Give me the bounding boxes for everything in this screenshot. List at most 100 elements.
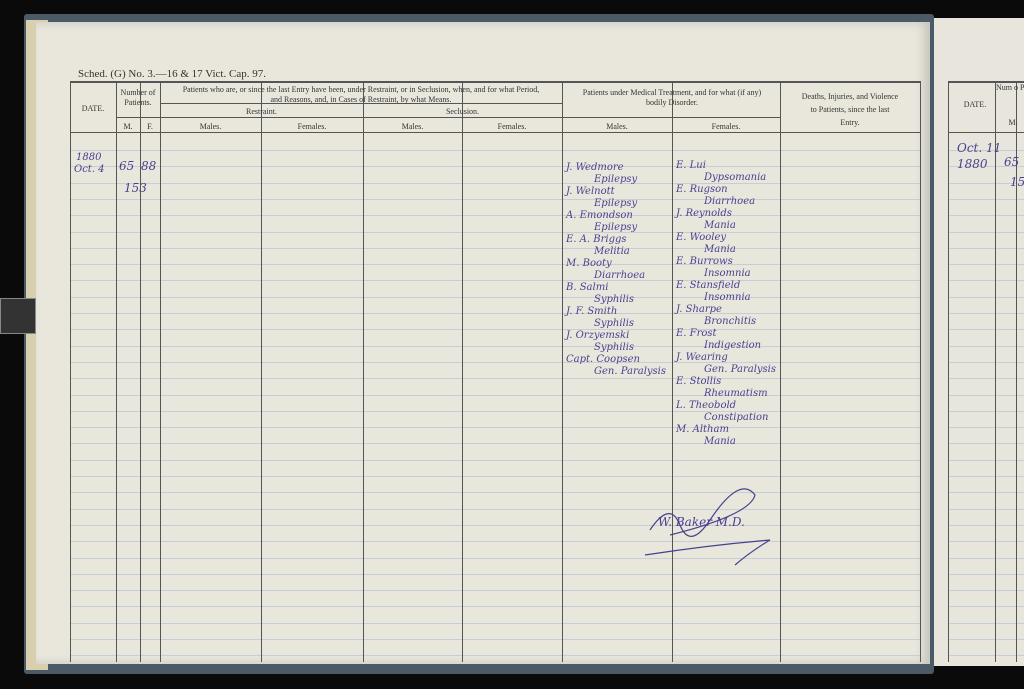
ruled-line	[70, 590, 920, 592]
ruled-line	[948, 280, 1024, 282]
ruled-line	[948, 541, 1024, 543]
signature: W. Baker M.D.	[644, 488, 771, 566]
ruled-line	[70, 182, 920, 184]
table-line	[995, 82, 996, 662]
header-seclusion-females: Females.	[497, 122, 527, 131]
ruled-line	[70, 378, 920, 380]
medical-females-list: E. Lui Dypsomania E. Rugson Diarrhoea J. Rey…	[676, 160, 776, 448]
ruled-line	[948, 345, 1024, 347]
header-f: F.	[147, 122, 153, 131]
ruled-line	[948, 215, 1024, 217]
ruled-line	[948, 313, 1024, 314]
header-medical: Patients under Medical Treatment, and fo…	[582, 88, 762, 107]
header-seclusion: Seclusion.	[445, 107, 480, 116]
ruled-line	[948, 622, 1024, 624]
right-header-m: M.	[1008, 118, 1018, 127]
patient-name: J. Orzyemski	[566, 330, 630, 341]
patient-name: J. F. Smith	[566, 306, 618, 317]
ruled-line	[948, 459, 1024, 461]
table-line	[116, 82, 117, 662]
ruled-line	[70, 606, 920, 608]
ruled-line	[70, 345, 920, 347]
ruled-line	[948, 590, 1024, 592]
table-line	[140, 82, 141, 662]
ruled-line	[70, 410, 920, 412]
ruled-line	[70, 215, 920, 217]
patient-name: E. Wooley	[676, 232, 727, 243]
ruled-line	[70, 524, 920, 526]
patient-name: E. A. Briggs	[566, 234, 627, 245]
patient-disorder: Insomnia	[704, 292, 751, 303]
header-medical-males: Males.	[606, 122, 628, 131]
ruled-line	[70, 459, 920, 461]
patient-name: A. Emondson	[566, 210, 633, 221]
ruled-line	[70, 247, 920, 249]
table-line	[562, 82, 563, 662]
ruled-line	[948, 378, 1024, 380]
ruled-line	[70, 476, 920, 477]
ruled-line	[70, 296, 920, 298]
ruled-line	[948, 329, 1024, 331]
table-line	[948, 81, 1024, 83]
patient-disorder: Gen. Paralysis	[594, 366, 666, 377]
ruled-line	[948, 476, 1024, 477]
ruled-line	[948, 492, 1024, 494]
ruled-line	[70, 280, 920, 282]
table-line	[160, 82, 161, 662]
right-entry-males: 65	[1004, 155, 1020, 169]
ruled-line	[70, 264, 920, 266]
ruled-line	[948, 606, 1024, 608]
table-line	[116, 117, 562, 118]
patient-disorder: Syphilis	[594, 318, 635, 329]
patient-disorder: Epilepsy	[594, 222, 638, 233]
patient-disorder: Bronchitis	[704, 316, 757, 327]
patient-name: L. Theobold	[676, 400, 737, 411]
patient-disorder: Insomnia	[704, 268, 751, 279]
right-entry-total: 15	[1010, 175, 1024, 189]
ruled-line	[948, 182, 1024, 184]
table-line	[70, 132, 921, 133]
ruled-line	[948, 361, 1024, 363]
entry-date: Oct. 4	[74, 164, 105, 175]
ruled-line	[70, 150, 920, 151]
ruled-line	[70, 198, 920, 200]
ruled-line	[70, 361, 920, 363]
patient-name: E. Stansfield	[676, 280, 741, 291]
ruled-line	[70, 557, 920, 559]
table-line	[672, 82, 673, 662]
ruled-line	[70, 443, 920, 445]
header-date: DATE.	[81, 104, 105, 113]
ruled-line	[948, 524, 1024, 526]
patient-name: E. Lui	[676, 160, 706, 171]
header-m: M.	[123, 122, 133, 131]
entry-females: 88	[141, 159, 157, 173]
ruled-line	[948, 427, 1024, 429]
ruled-line	[70, 231, 920, 233]
ledger-page	[36, 22, 930, 664]
ruled-line	[70, 573, 920, 575]
patient-name: B. Salmi	[566, 282, 609, 293]
ruled-line	[70, 394, 920, 396]
header-number: Number of Patients.	[120, 88, 156, 107]
patient-name: J. Wearing	[676, 352, 728, 363]
ruled-line	[948, 508, 1024, 510]
table-line	[1016, 82, 1017, 662]
right-header-number: Num o Pati	[996, 83, 1024, 92]
header-medical-females: Females.	[711, 122, 741, 131]
patient-name: E. Frost	[676, 328, 717, 339]
header-restraint-females: Females.	[297, 122, 327, 131]
patient-disorder: Syphilis	[594, 294, 635, 305]
table-line	[261, 82, 262, 662]
ruled-line	[948, 150, 1024, 151]
table-line	[70, 82, 71, 662]
patient-disorder: Mania	[704, 436, 736, 447]
table-line	[920, 82, 921, 662]
ruled-line	[948, 573, 1024, 575]
medical-males-list: J. Wedmore Epilepsy J. Welnott Epilepsy A. E…	[566, 162, 666, 378]
right-entry-date: Oct. 11	[957, 141, 1002, 155]
patient-name: E. Stollis	[676, 376, 722, 387]
patient-name: M. Booty	[566, 258, 612, 269]
table-line	[160, 103, 562, 104]
patient-name: J. Reynolds	[676, 208, 732, 219]
ruled-line	[948, 198, 1024, 200]
